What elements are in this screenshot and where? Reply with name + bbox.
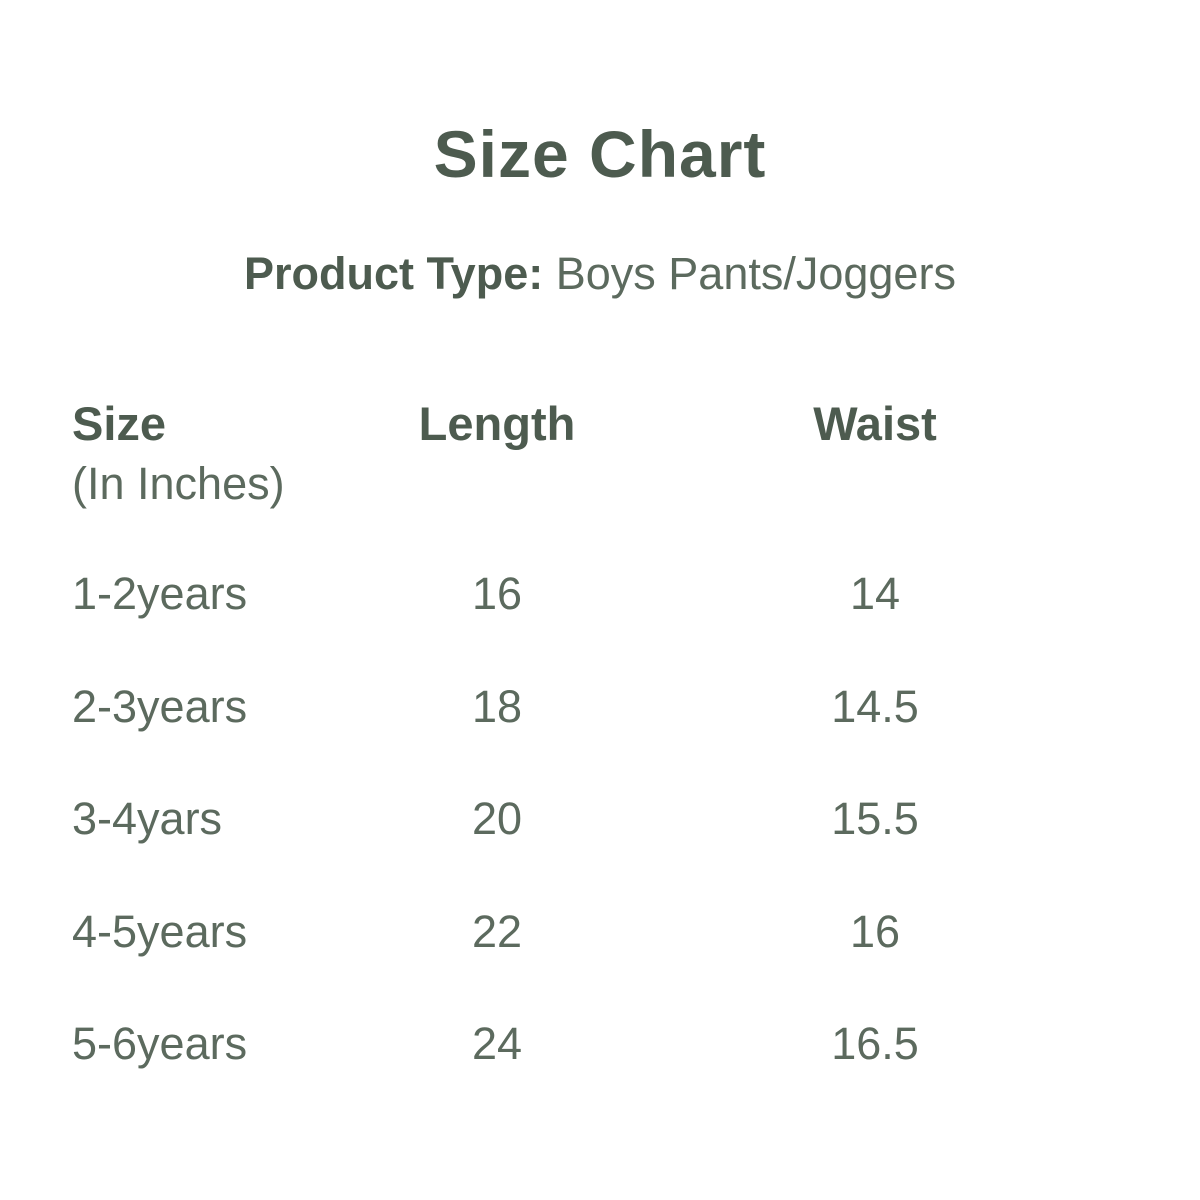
column-header-size-units: (In Inches) [72, 458, 285, 509]
length-cell: 22 [471, 906, 523, 957]
waist-cell: 16.5 [831, 1018, 919, 1069]
size-cell: 2-3years [72, 681, 248, 732]
length-cell: 16 [471, 568, 523, 619]
size-cell: 1-2years [72, 568, 248, 619]
product-type-label: Product Type: [244, 248, 544, 299]
waist-cell: 16 [849, 906, 901, 957]
waist-cell: 14 [849, 568, 901, 619]
column-header-waist: Waist [813, 397, 937, 450]
page-title: Size Chart [433, 117, 767, 191]
column-header-size: Size [72, 397, 167, 450]
column-header-length: Length [418, 397, 576, 450]
length-cell: 18 [471, 681, 523, 732]
product-type-value: Boys Pants/Joggers [555, 248, 956, 299]
size-cell: 3-4yars [72, 793, 223, 844]
size-cell: 5-6years [72, 1018, 248, 1069]
size-cell: 4-5years [72, 906, 248, 957]
product-type-line: Product Type: Boys Pants/Joggers [0, 248, 1200, 300]
length-cell: 24 [471, 1018, 523, 1069]
waist-cell: 14.5 [831, 681, 919, 732]
length-cell: 20 [471, 793, 523, 844]
waist-cell: 15.5 [831, 793, 919, 844]
